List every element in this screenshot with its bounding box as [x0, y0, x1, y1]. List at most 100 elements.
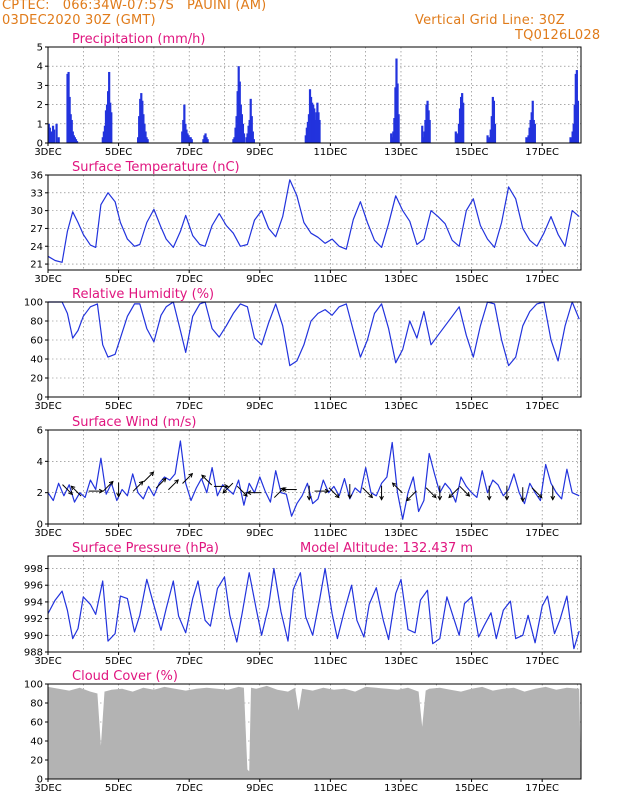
panel-title: Precipitation (mm/h) — [72, 32, 205, 47]
wind-arrow — [213, 484, 230, 489]
wind-arrow-head — [405, 496, 411, 502]
wind-arrow-head — [486, 495, 492, 501]
y-tick-label: 36 — [30, 171, 43, 182]
precip-bar — [492, 100, 496, 143]
wind-arrow-shaft — [102, 481, 114, 492]
x-tick-label: 17DEC — [525, 274, 559, 285]
y-tick-label: 33 — [30, 188, 43, 199]
y-tick-label: 2 — [37, 488, 43, 499]
x-tick-label: 5DEC — [105, 783, 132, 794]
wind-arrow-shaft — [143, 471, 154, 483]
x-tick-label: 13DEC — [384, 656, 418, 667]
precip-bar — [252, 139, 255, 143]
x-tick-label: 3DEC — [34, 783, 61, 794]
x-tick-label: 9DEC — [246, 656, 273, 667]
x-tick-label: 9DEC — [246, 528, 273, 539]
wind-arrow-head — [138, 480, 144, 486]
wind-arrow — [391, 482, 403, 494]
wind-arrow — [70, 485, 82, 497]
x-tick-label: 9DEC — [246, 401, 273, 412]
wind-arrow — [405, 490, 417, 502]
wind-arrow-head — [222, 488, 228, 494]
precip-bar — [250, 116, 253, 143]
precip-bar — [533, 123, 536, 143]
wind-arrow-head — [224, 484, 230, 489]
header-right-line2: TQ0126L028 — [515, 28, 601, 43]
plot-frame — [47, 174, 582, 271]
wind-arrow-head — [465, 492, 471, 497]
temp-series-line — [47, 179, 580, 263]
panel-title: Relative Humidity (%) — [72, 287, 214, 302]
y-tick-label: 30 — [30, 206, 43, 217]
precip-bar — [110, 112, 113, 143]
x-tick-label: 7DEC — [176, 401, 203, 412]
header-left-line2: 03DEC2020 30Z (GMT) — [2, 13, 156, 28]
wind-arrow — [182, 472, 194, 484]
x-tick-label: 9DEC — [246, 274, 273, 285]
plot-frame — [47, 555, 582, 653]
x-tick-label: 11DEC — [314, 528, 348, 539]
wind-arrow — [448, 487, 460, 499]
precip-bar — [428, 119, 431, 143]
y-tick-label: 5 — [37, 43, 43, 54]
panel-title: Cloud Cover (%) — [72, 669, 178, 684]
precip-bar — [576, 100, 580, 143]
wind-arrow-head — [149, 471, 155, 477]
x-tick-label: 5DEC — [105, 274, 132, 285]
precip-bar — [242, 133, 246, 143]
wind-arrow — [281, 487, 297, 492]
wind-arrow-shaft — [222, 482, 234, 494]
wind-arrow — [168, 479, 179, 491]
x-tick-label: 15DEC — [455, 656, 489, 667]
x-tick-label: 13DEC — [384, 783, 418, 794]
wind-arrow-head — [98, 488, 104, 494]
x-tick-label: 13DEC — [384, 147, 418, 158]
wind-arrow — [425, 487, 437, 499]
x-tick-label: 9DEC — [246, 147, 273, 158]
x-tick-label: 17DEC — [525, 528, 559, 539]
wind-arrow — [437, 485, 443, 501]
precip-bar — [190, 139, 193, 143]
wind-arrow — [504, 485, 510, 501]
precip-bar — [55, 123, 58, 143]
x-tick-label: 7DEC — [176, 656, 203, 667]
wind-arrow — [155, 477, 167, 489]
wind-arrow-shaft — [406, 490, 417, 502]
wind-arrow-head — [243, 492, 248, 497]
wind-arrow — [143, 471, 155, 483]
wind-arrow — [520, 487, 526, 503]
wind-arrow — [132, 480, 144, 492]
wind-arrow-head — [188, 472, 194, 478]
x-tick-label: 15DEC — [455, 274, 489, 285]
y-tick-label: 27 — [30, 224, 43, 235]
precip-bar — [206, 139, 209, 143]
wind-arrow-shaft — [425, 487, 437, 498]
precip-bar — [493, 123, 497, 143]
x-tick-label: 11DEC — [314, 783, 348, 794]
x-tick-label: 3DEC — [34, 528, 61, 539]
y-tick-label: 40 — [30, 355, 43, 366]
x-tick-label: 13DEC — [384, 274, 418, 285]
wind-arrow — [459, 485, 471, 497]
x-tick-label: 15DEC — [455, 147, 489, 158]
x-tick-label: 15DEC — [455, 783, 489, 794]
wind-arrow-shaft — [155, 478, 167, 489]
y-tick-label: 0 — [37, 139, 43, 150]
panel-title: Surface Wind (m/s) — [72, 415, 196, 430]
wind-arrow-shaft — [328, 487, 340, 498]
wind-arrow-head — [68, 490, 74, 496]
y-tick-label: 992 — [24, 614, 43, 625]
cloud-area — [48, 685, 581, 779]
wind-arrow-head — [448, 493, 454, 499]
x-tick-label: 3DEC — [34, 147, 61, 158]
precip-bar — [251, 131, 254, 143]
wind-arrow-shaft — [201, 474, 213, 486]
x-tick-label: 5DEC — [105, 528, 132, 539]
x-tick-label: 15DEC — [455, 528, 489, 539]
y-tick-label: 0 — [37, 393, 43, 404]
y-tick-label: 990 — [24, 631, 43, 642]
wind-arrow — [379, 485, 384, 501]
precip-bar — [144, 131, 147, 143]
wind-arrow-head — [504, 495, 510, 501]
